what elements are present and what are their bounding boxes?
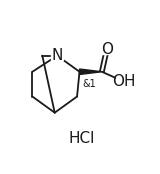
Polygon shape: [80, 69, 102, 74]
Bar: [51, 51, 63, 60]
Text: OH: OH: [112, 74, 136, 89]
Text: N: N: [52, 48, 63, 63]
Text: HCl: HCl: [69, 131, 95, 146]
Text: &1: &1: [82, 79, 96, 89]
Bar: [101, 45, 113, 54]
Bar: [116, 77, 132, 86]
Text: O: O: [101, 42, 113, 57]
